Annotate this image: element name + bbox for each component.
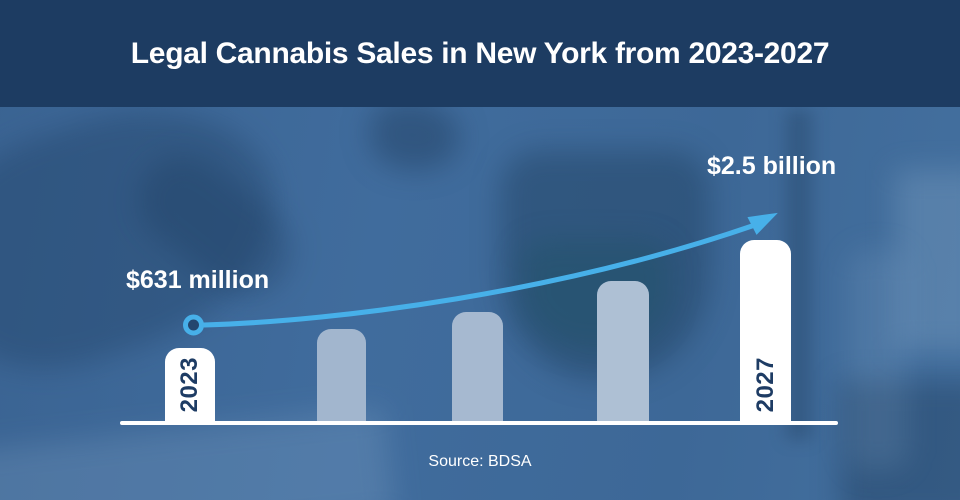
bar-2026 (597, 281, 649, 421)
header-band: Legal Cannabis Sales in New York from 20… (0, 0, 960, 107)
bar-year-label: 2023 (176, 356, 203, 412)
bar-year-label: 2027 (751, 356, 779, 412)
bar-2025 (452, 312, 503, 421)
page-title: Legal Cannabis Sales in New York from 20… (130, 36, 830, 70)
bar-2024 (317, 329, 366, 421)
bar-2027: 2027 (740, 240, 791, 421)
value-label-2027: $2.5 billion (707, 152, 837, 180)
x-axis-baseline (120, 421, 838, 425)
value-label-2023: $631 million (126, 266, 270, 294)
source-credit: Source: BDSA (428, 453, 532, 470)
bar-2023: 2023 (165, 348, 215, 421)
